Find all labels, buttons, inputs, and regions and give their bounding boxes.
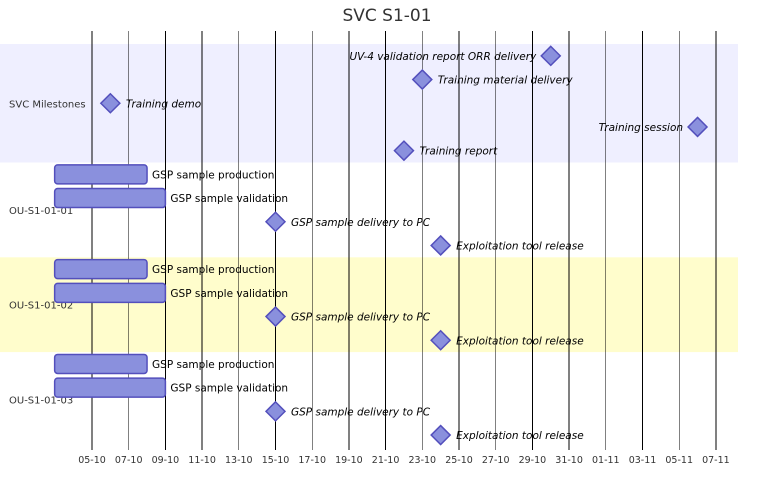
x-tick-label: 19-10 (335, 455, 363, 466)
x-tick-label: 23-10 (408, 455, 436, 466)
milestone-diamond (264, 400, 287, 422)
milestone-label: Training demo (126, 98, 201, 110)
section-label: OU-S1-01-03 (9, 396, 73, 407)
chart-title: SVC S1-01 (342, 6, 431, 26)
x-tick-label: 13-10 (225, 455, 253, 466)
milestone-diamond (393, 140, 415, 162)
section-label: OU-S1-01-02 (9, 301, 73, 312)
x-tick-label: 25-10 (445, 455, 473, 466)
task-label: GSP sample validation (170, 288, 288, 300)
x-tick-label: 31-10 (555, 455, 583, 466)
task-label: GSP sample production (152, 264, 274, 276)
task-bar (53, 164, 148, 185)
milestone-label: Training session (599, 122, 683, 134)
milestone-diamond (264, 305, 287, 328)
milestone-label: Exploitation tool release (456, 240, 584, 252)
milestone-label: Training material delivery (438, 75, 574, 87)
milestone-label: Exploitation tool release (456, 335, 584, 347)
x-tick-label: 09-10 (152, 455, 180, 466)
milestone-diamond (99, 92, 121, 114)
milestone-diamond (686, 116, 709, 138)
milestone-label: GSP sample delivery to PC (291, 406, 431, 418)
milestone-label: Exploitation tool release (456, 430, 584, 442)
tasks: UV-4 validation report ORR delivery Train… (53, 45, 709, 446)
section-labels: SVC Milestones OU-S1-01-01 OU-S1-01-02 OU-S… (9, 99, 86, 406)
task-bar (53, 258, 148, 280)
task-label: GSP sample validation (170, 193, 288, 205)
x-tick-label: 01-11 (592, 455, 620, 466)
milestone-diamond (411, 68, 433, 91)
task-bar (53, 282, 167, 304)
task-label: GSP sample production (152, 359, 274, 371)
task-label: GSP sample validation (170, 383, 288, 395)
x-axis-ticks: 05-10 07-10 09-10 11-10 13-10 15-10 17-10 19-10… (78, 455, 730, 466)
x-tick-label: 07-11 (702, 455, 730, 466)
x-tick-label: 29-10 (519, 455, 547, 466)
x-tick-label: 27-10 (482, 455, 510, 466)
milestone-diamond (430, 329, 452, 351)
x-tick-label: 07-10 (115, 455, 143, 466)
x-tick-label: 21-10 (372, 455, 400, 466)
milestone-label: GSP sample delivery to PC (291, 217, 431, 229)
milestone-diamond (264, 211, 287, 233)
x-tick-label: 03-11 (629, 455, 657, 466)
section-label: SVC Milestones (9, 99, 86, 110)
section-label: OU-S1-01-01 (9, 206, 73, 217)
task-bar (53, 187, 167, 209)
x-tick-label: 11-10 (188, 455, 216, 466)
grid-lines (91, 31, 717, 450)
milestone-label: UV-4 validation report ORR delivery (349, 51, 537, 63)
milestone-diamond (540, 45, 562, 67)
x-tick-label: 17-10 (298, 455, 326, 466)
milestone-label: Training report (419, 146, 498, 158)
task-bar (53, 353, 148, 375)
task-label: GSP sample production (152, 169, 274, 181)
x-tick-label: 15-10 (262, 455, 290, 466)
x-tick-label: 05-11 (665, 455, 693, 466)
section-band-1 (0, 44, 738, 163)
milestone-diamond (430, 424, 452, 446)
milestone-diamond (430, 234, 452, 257)
milestone-label: GSP sample delivery to PC (291, 312, 431, 324)
x-tick-label: 05-10 (78, 455, 106, 466)
task-bar (53, 377, 167, 398)
